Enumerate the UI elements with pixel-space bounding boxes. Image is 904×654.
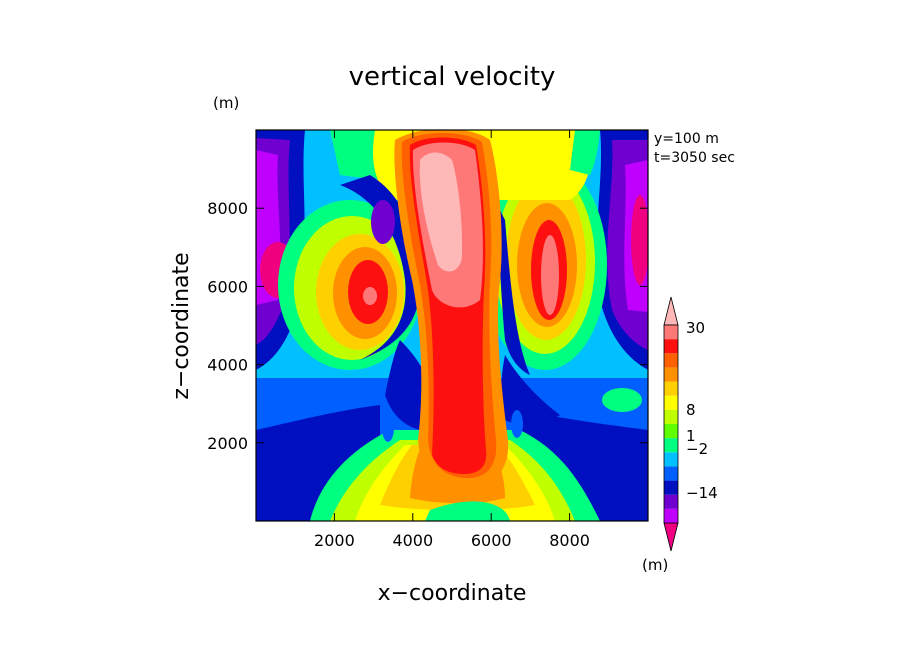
x-tick-label: 4000 xyxy=(392,531,433,550)
band-pink-leftlobe xyxy=(363,287,377,305)
x-tick-label: 6000 xyxy=(471,531,512,550)
heatmap-field xyxy=(256,130,648,521)
colorbar-swatch xyxy=(664,367,678,382)
colorbar-swatch xyxy=(664,325,678,340)
colorbar-swatch xyxy=(664,438,678,453)
y-tick-label: 4000 xyxy=(207,356,248,375)
colorbar-unit-label: (m) xyxy=(642,556,668,574)
colorbar-swatch xyxy=(664,466,678,481)
colorbar-level-label: 1 xyxy=(686,427,696,445)
band-magenta-right xyxy=(631,195,648,285)
chart-title: vertical velocity xyxy=(349,62,556,92)
y-tick-label: 6000 xyxy=(207,277,248,296)
band-lightpink-column xyxy=(419,152,463,272)
band-navy-lowsep-right xyxy=(501,355,560,426)
band-violet-inner-left xyxy=(371,200,395,244)
band-blue-lowpatch-right xyxy=(511,410,523,438)
colorbar-level-label: −14 xyxy=(686,484,718,502)
band-blue-lowpatch-left xyxy=(382,414,394,442)
y-axis-label: z−coordinate xyxy=(169,252,194,399)
colorbar-swatch xyxy=(664,339,678,354)
colorbar-arrow-top xyxy=(663,296,679,326)
x-axis-label: x−coordinate xyxy=(378,581,527,606)
annotation-y: y=100 m xyxy=(654,131,719,147)
colorbar-swatch xyxy=(664,508,678,523)
band-pink-rightlobe xyxy=(541,235,559,315)
band-navy-sep-left xyxy=(340,175,421,360)
colorbar: 30 8 1−2 −14 xyxy=(663,296,718,552)
colorbar-swatch xyxy=(664,424,678,439)
y-unit-label: (m) xyxy=(213,94,239,112)
band-green-topleft xyxy=(330,130,378,180)
x-tick-label: 8000 xyxy=(549,531,590,550)
colorbar-swatch xyxy=(664,452,678,467)
colorbar-level-label: 30 xyxy=(686,319,705,337)
colorbar-level-label: 8 xyxy=(686,401,696,419)
band-green-topright xyxy=(570,130,600,175)
x-tick-label: 2000 xyxy=(314,531,355,550)
band-green-rightedge xyxy=(602,388,642,412)
colorbar-swatch xyxy=(664,480,678,495)
colorbar-arrow-bottom xyxy=(663,522,679,552)
plot-frame xyxy=(255,129,649,522)
colorbar-swatch xyxy=(664,353,678,368)
colorbar-swatch xyxy=(664,494,678,509)
band-navy-lowsep-left xyxy=(385,340,431,430)
colorbar-level-label: −2 xyxy=(686,440,708,458)
annotation-t: t=3050 sec xyxy=(654,150,735,166)
colorbar-swatch xyxy=(664,381,678,396)
band-green-bottomcenter xyxy=(425,501,510,521)
colorbar-frame xyxy=(663,324,679,524)
colorbar-swatch xyxy=(664,409,678,424)
ticks: 2000 4000 6000 8000 2000 4000 6000 8000 xyxy=(207,130,648,550)
y-tick-label: 8000 xyxy=(207,199,248,218)
y-tick-label: 2000 xyxy=(207,434,248,453)
colorbar-swatch xyxy=(664,395,678,410)
